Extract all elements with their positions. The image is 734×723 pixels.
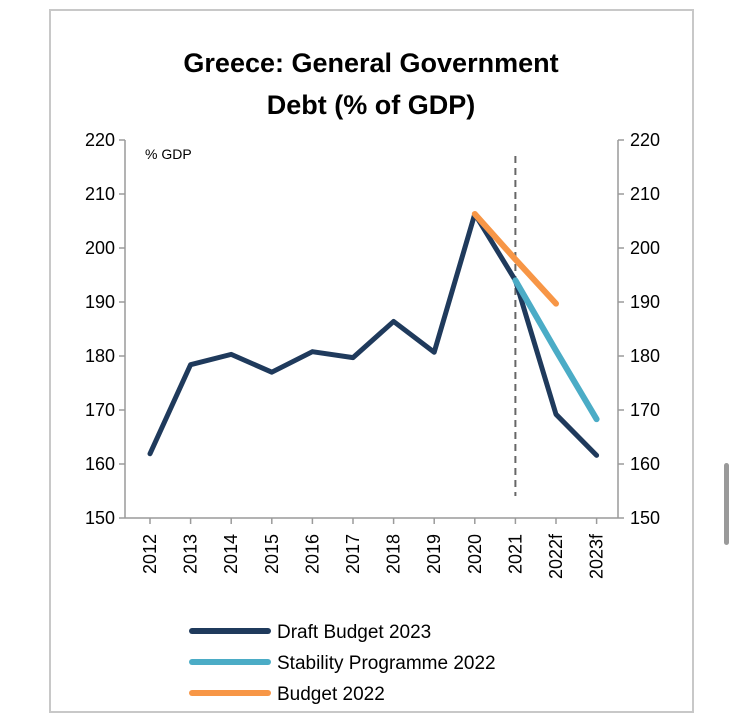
x-tick-label: 2012 [140,534,160,574]
left-y-tick-label: 150 [85,508,115,528]
x-tick-label: 2014 [221,534,241,574]
x-tick-label: 2019 [424,534,444,574]
left-y-tick-label: 220 [85,130,115,150]
x-tick-label: 2018 [384,534,404,574]
legend-label: Budget 2022 [277,684,385,705]
x-tick-label: 2016 [302,534,322,574]
series-line-3 [471,210,559,307]
x-tick-label: 2015 [262,534,282,574]
chart-title-line-1: Greece: General Government [183,48,558,78]
series-line-2 [512,277,600,423]
x-tick-label: 2022f [546,533,566,579]
left-y-tick-label: 180 [85,346,115,366]
left-y-tick-label: 210 [85,184,115,204]
unit-label: % GDP [145,146,192,162]
right-y-tick-label: 170 [630,400,660,420]
chart-title-line-2: Debt (% of GDP) [267,90,476,120]
right-y-tick-label: 190 [630,292,660,312]
scrollbar-thumb[interactable] [724,463,729,545]
series-line-1 [147,211,600,458]
right-y-tick-label: 180 [630,346,660,366]
chart-frame [49,9,694,713]
x-tick-label: 2021 [505,534,525,574]
right-y-tick-label: 200 [630,238,660,258]
left-y-tick-label: 170 [85,400,115,420]
left-y-tick-label: 190 [85,292,115,312]
right-y-tick-label: 210 [630,184,660,204]
x-tick-label: 2013 [181,534,201,574]
x-tick-label: 2017 [343,534,363,574]
x-tick-label: 2020 [465,534,485,574]
legend-label: Draft Budget 2023 [277,622,431,643]
right-y-tick-label: 160 [630,454,660,474]
right-y-tick-label: 220 [630,130,660,150]
right-y-tick-label: 150 [630,508,660,528]
x-tick-label: 2023f [587,533,607,579]
left-y-tick-label: 200 [85,238,115,258]
left-y-tick-label: 160 [85,454,115,474]
legend-label: Stability Programme 2022 [277,653,496,674]
